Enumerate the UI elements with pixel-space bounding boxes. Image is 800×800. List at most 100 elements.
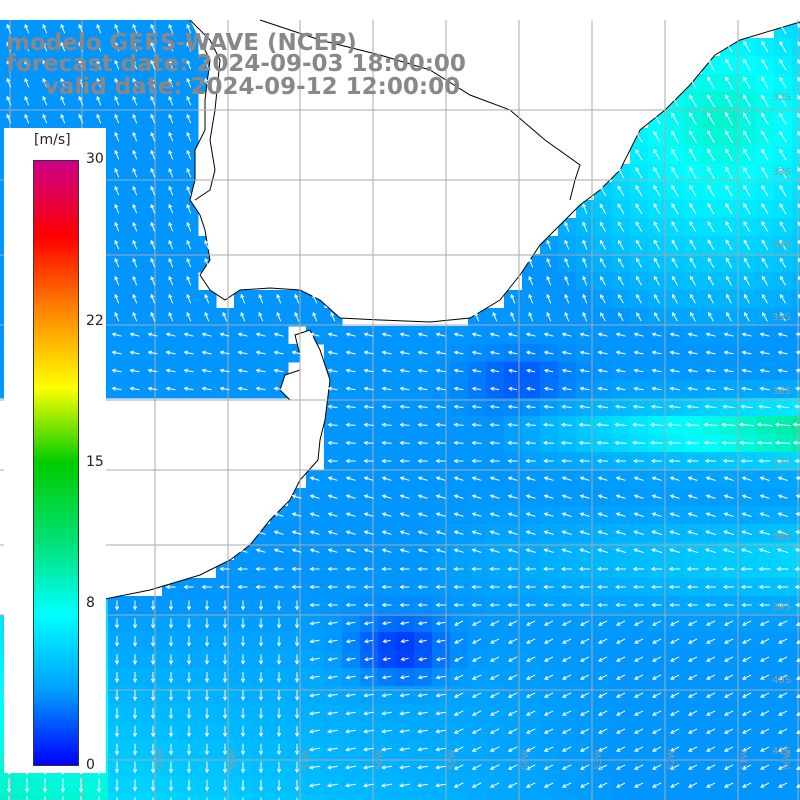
wind-arrow xyxy=(186,41,192,52)
wind-arrow xyxy=(381,512,392,517)
wind-arrow xyxy=(579,602,590,608)
wind-arrow xyxy=(114,23,120,34)
wind-arrow xyxy=(597,638,608,644)
wind-arrow xyxy=(794,584,800,590)
wind-arrow xyxy=(255,584,266,590)
wind-arrow xyxy=(489,656,500,662)
wind-arrow xyxy=(761,239,769,251)
wind-arrow xyxy=(794,458,800,464)
wind-arrow xyxy=(294,654,300,665)
wind-arrow xyxy=(186,618,192,629)
lon-label: 59W xyxy=(156,750,166,770)
wind-arrow xyxy=(471,692,482,698)
wind-arrow xyxy=(168,257,174,268)
wind-arrow xyxy=(381,675,392,680)
wind-arrow xyxy=(258,293,264,304)
wind-arrow xyxy=(758,584,771,590)
wind-arrow xyxy=(743,94,751,108)
wind-arrow xyxy=(222,690,228,702)
wind-arrow xyxy=(579,530,590,535)
wind-arrow xyxy=(597,332,608,337)
wind-arrow xyxy=(543,458,554,464)
wind-arrow xyxy=(399,621,410,626)
wind-arrow xyxy=(453,530,464,535)
wind-arrow xyxy=(779,221,787,233)
wind-arrow xyxy=(276,672,282,683)
wind-arrow xyxy=(507,656,518,662)
wind-arrow xyxy=(564,293,570,304)
wind-arrow xyxy=(273,584,284,590)
wind-arrow xyxy=(705,674,716,680)
wind-arrow xyxy=(759,350,770,355)
wind-arrow xyxy=(114,203,120,214)
wind-arrow xyxy=(489,368,500,373)
wind-arrow xyxy=(273,548,284,553)
wind-arrow xyxy=(582,293,588,304)
wind-arrow xyxy=(633,476,644,481)
wind-arrow xyxy=(489,674,500,680)
wind-arrow xyxy=(525,512,536,517)
wind-arrow xyxy=(6,41,12,52)
wind-arrow xyxy=(705,602,716,608)
wind-arrow xyxy=(255,350,266,355)
wind-arrow xyxy=(525,332,536,337)
wind-arrow xyxy=(777,602,788,608)
wind-arrow xyxy=(651,548,663,554)
wind-arrow xyxy=(596,422,609,427)
wind-arrow xyxy=(651,332,662,337)
wind-arrow xyxy=(489,638,500,644)
wind-arrow xyxy=(671,257,679,268)
wind-arrow xyxy=(653,203,661,215)
wind-arrow xyxy=(507,422,518,427)
wind-arrow xyxy=(543,620,554,626)
wind-arrow xyxy=(599,239,607,250)
wind-arrow xyxy=(168,690,174,702)
wind-arrow xyxy=(453,548,464,553)
wind-arrow xyxy=(546,293,552,304)
wind-arrow xyxy=(363,440,374,446)
wind-arrow xyxy=(78,77,84,88)
wind-arrow xyxy=(542,422,555,427)
wind-arrow xyxy=(564,257,570,268)
wind-arrow xyxy=(327,350,338,355)
wind-arrow xyxy=(599,185,607,197)
wind-arrow xyxy=(399,404,410,409)
wind-arrow xyxy=(186,95,192,106)
wind-arrow xyxy=(345,458,356,464)
wind-arrow xyxy=(150,672,156,684)
ocean-cell xyxy=(270,794,289,800)
wind-arrow xyxy=(327,476,338,481)
graticule xyxy=(0,20,800,800)
wind-arrow xyxy=(471,386,482,391)
wind-arrow xyxy=(687,656,698,662)
lat-label: 37S xyxy=(772,458,791,469)
wind-arrow xyxy=(294,672,300,683)
wind-arrow xyxy=(96,23,102,34)
wind-arrow xyxy=(761,166,769,179)
wind-arrow xyxy=(704,458,717,464)
wind-arrow xyxy=(740,404,753,409)
wind-arrow xyxy=(528,275,534,286)
wind-arrow xyxy=(671,293,678,304)
wind-arrow xyxy=(793,404,800,409)
wind-arrow xyxy=(132,149,138,160)
wind-arrow xyxy=(707,221,715,233)
wind-arrow xyxy=(273,368,284,373)
wind-arrow xyxy=(723,620,734,626)
wind-arrow xyxy=(114,707,120,720)
wind-arrow xyxy=(797,239,800,245)
wind-arrow xyxy=(671,166,679,179)
wind-arrow xyxy=(204,77,210,88)
wind-arrow xyxy=(399,458,410,464)
ocean-cell xyxy=(144,794,163,800)
wind-arrow xyxy=(309,548,320,553)
ocean-cell xyxy=(630,794,649,800)
wind-arrow xyxy=(132,113,138,124)
wind-arrow xyxy=(651,494,662,499)
wind-arrow xyxy=(543,494,554,499)
wind-arrow xyxy=(582,203,588,215)
lon-label: 58W xyxy=(229,750,239,770)
wind-arrow xyxy=(273,350,284,355)
wind-arrow xyxy=(258,654,264,665)
wind-arrow xyxy=(687,692,698,698)
